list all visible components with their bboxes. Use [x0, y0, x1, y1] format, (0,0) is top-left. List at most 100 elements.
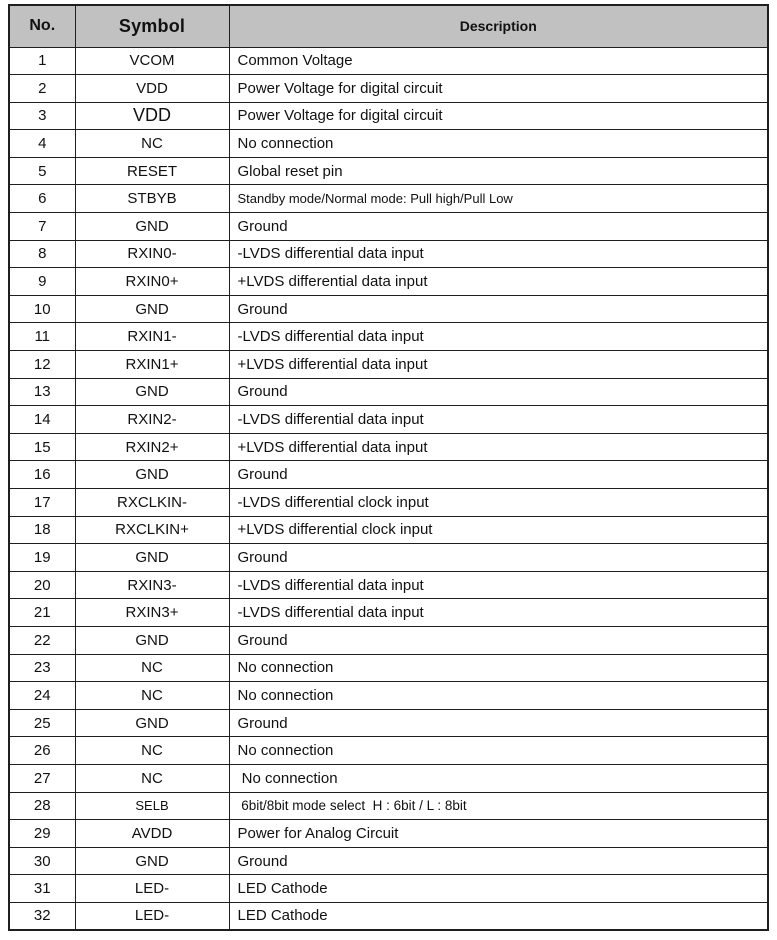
- pin-number-cell: 3: [8, 101, 76, 131]
- table-row: 2 VDD Power Voltage for digital circuit: [8, 74, 769, 103]
- pin-number-cell: 28: [8, 791, 76, 821]
- table-row: 24 NC No connection: [8, 681, 769, 710]
- pin-description-cell: -LVDS differential data input: [228, 598, 769, 627]
- pin-symbol-cell: RXIN1-: [74, 322, 230, 352]
- pin-symbol-cell: GND: [74, 543, 230, 572]
- pin-description-cell: LED Cathode: [228, 901, 769, 931]
- pin-symbol-cell: RXIN3-: [74, 570, 230, 600]
- pin-number-cell: 16: [8, 460, 76, 489]
- pin-number-cell: 17: [8, 488, 76, 517]
- pin-symbol-cell: RXIN0+: [74, 267, 230, 296]
- pin-description-cell: -LVDS differential data input: [228, 322, 769, 352]
- pin-description-cell: +LVDS differential clock input: [228, 515, 769, 545]
- header-no: No.: [8, 4, 76, 48]
- pin-symbol-cell: NC: [74, 653, 230, 683]
- pin-symbol-cell: RXIN3+: [74, 598, 230, 627]
- table-row: 10 GND Ground: [8, 294, 769, 324]
- pin-symbol-cell: RXIN2-: [74, 405, 230, 434]
- pin-description-cell: -LVDS differential data input: [228, 239, 769, 269]
- table-row: 31 LED- LED Cathode: [8, 874, 769, 903]
- pin-symbol-cell: GND: [74, 460, 230, 489]
- pin-number-cell: 27: [8, 763, 76, 793]
- pin-number-cell: 15: [8, 432, 76, 462]
- table-row: 30 GND Ground: [8, 846, 769, 876]
- pin-description-cell: No connection: [228, 681, 769, 710]
- pin-number-cell: 13: [8, 377, 76, 407]
- table-row: 8 RXIN0- -LVDS differential data input: [8, 239, 769, 269]
- pin-symbol-cell: NC: [74, 736, 230, 765]
- pin-number-cell: 7: [8, 212, 76, 241]
- pin-number-cell: 2: [8, 74, 76, 103]
- pin-number-cell: 12: [8, 350, 76, 379]
- pin-description-table: No. Symbol Description 1 VCOM Common Volta…: [8, 4, 769, 931]
- table-header: No. Symbol Description: [8, 4, 769, 48]
- pin-description-cell: Common Voltage: [228, 46, 769, 76]
- table-row: 29 AVDD Power for Analog Circuit: [8, 819, 769, 848]
- pin-description-cell: Ground: [228, 543, 769, 572]
- table-row: 6 STBYB Standby mode/Normal mode: Pull hig…: [8, 184, 769, 214]
- table-row: 28 SELB 6bit/8bit mode select H : 6bit / …: [8, 791, 769, 821]
- pin-symbol-cell: VDD: [74, 101, 230, 131]
- table-row: 17 RXCLKIN- -LVDS differential clock input: [8, 488, 769, 517]
- pin-symbol-cell: GND: [74, 846, 230, 876]
- table-row: 11 RXIN1- -LVDS differential data input: [8, 322, 769, 352]
- table-row: 1 VCOM Common Voltage: [8, 46, 769, 76]
- pin-number-cell: 18: [8, 515, 76, 545]
- pin-number-cell: 14: [8, 405, 76, 434]
- pin-number-cell: 32: [8, 901, 76, 931]
- pin-description-cell: Power for Analog Circuit: [228, 819, 769, 848]
- pin-description-cell: Power Voltage for digital circuit: [228, 74, 769, 103]
- pin-symbol-cell: RESET: [74, 156, 230, 186]
- pin-number-cell: 4: [8, 129, 76, 158]
- pin-description-cell: Ground: [228, 294, 769, 324]
- table-body: 1 VCOM Common Voltage 2 VDD Power Voltage for…: [8, 46, 769, 931]
- pin-description-cell: -LVDS differential data input: [228, 570, 769, 600]
- table-row: 27 NC No connection: [8, 763, 769, 793]
- table-row: 14 RXIN2- -LVDS differential data input: [8, 405, 769, 434]
- pin-description-cell: 6bit/8bit mode select H : 6bit / L : 8bi…: [228, 791, 769, 821]
- pin-number-cell: 9: [8, 267, 76, 296]
- pin-description-cell: No connection: [228, 763, 769, 793]
- pin-description-cell: Standby mode/Normal mode: Pull high/Pull…: [228, 184, 769, 214]
- pin-symbol-cell: NC: [74, 681, 230, 710]
- pin-number-cell: 19: [8, 543, 76, 572]
- table-row: 18 RXCLKIN+ +LVDS differential clock input: [8, 515, 769, 545]
- pin-symbol-cell: STBYB: [74, 184, 230, 214]
- pin-number-cell: 29: [8, 819, 76, 848]
- pin-number-cell: 25: [8, 708, 76, 738]
- pin-description-cell: Ground: [228, 460, 769, 489]
- table-row: 22 GND Ground: [8, 625, 769, 655]
- pin-number-cell: 23: [8, 653, 76, 683]
- table-row: 23 NC No connection: [8, 653, 769, 683]
- header-description: Description: [228, 4, 769, 48]
- pin-description-cell: +LVDS differential data input: [228, 267, 769, 296]
- header-row: No. Symbol Description: [8, 4, 769, 48]
- pin-description-cell: Ground: [228, 212, 769, 241]
- pin-symbol-cell: GND: [74, 212, 230, 241]
- pin-number-cell: 31: [8, 874, 76, 903]
- pin-symbol-cell: VDD: [74, 74, 230, 103]
- table-row: 25 GND Ground: [8, 708, 769, 738]
- pin-description-cell: -LVDS differential clock input: [228, 488, 769, 517]
- pin-symbol-cell: LED-: [74, 901, 230, 931]
- table-row: 3 VDD Power Voltage for digital circuit: [8, 101, 769, 131]
- table-row: 16 GND Ground: [8, 460, 769, 489]
- pin-number-cell: 24: [8, 681, 76, 710]
- table-row: 4 NC No connection: [8, 129, 769, 158]
- pin-description-cell: Power Voltage for digital circuit: [228, 101, 769, 131]
- pin-description-cell: Global reset pin: [228, 156, 769, 186]
- pin-symbol-cell: NC: [74, 129, 230, 158]
- pin-symbol-cell: SELB: [74, 791, 230, 821]
- table-row: 15 RXIN2+ +LVDS differential data input: [8, 432, 769, 462]
- pin-number-cell: 26: [8, 736, 76, 765]
- pin-description-cell: -LVDS differential data input: [228, 405, 769, 434]
- pin-description-cell: Ground: [228, 377, 769, 407]
- table-row: 26 NC No connection: [8, 736, 769, 765]
- pin-symbol-cell: VCOM: [74, 46, 230, 76]
- pin-symbol-cell: AVDD: [74, 819, 230, 848]
- pin-number-cell: 30: [8, 846, 76, 876]
- pin-number-cell: 20: [8, 570, 76, 600]
- pin-symbol-cell: GND: [74, 294, 230, 324]
- pin-description-cell: Ground: [228, 846, 769, 876]
- pin-number-cell: 21: [8, 598, 76, 627]
